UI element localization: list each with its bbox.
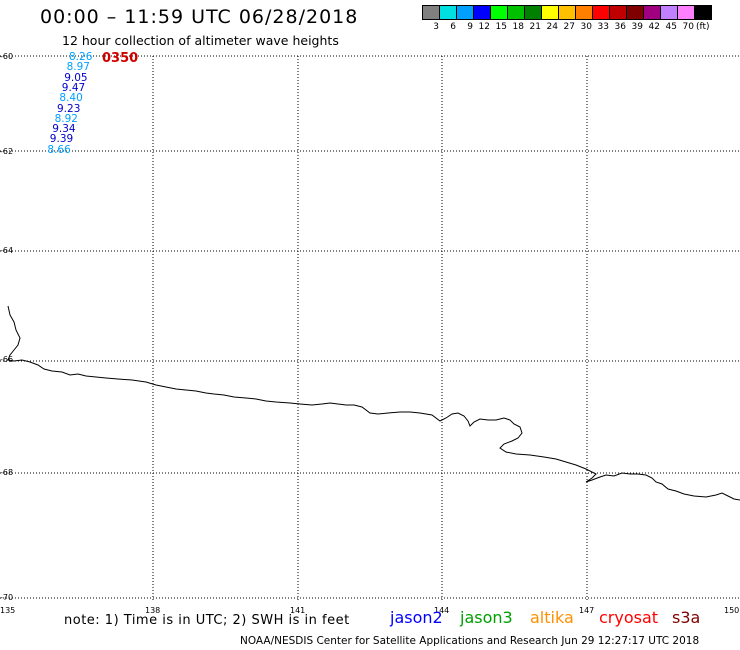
swh-value: 9.23	[57, 102, 81, 115]
latitude-label: -60	[0, 52, 14, 61]
scale-label: 15	[495, 22, 507, 32]
scale-label: 9	[467, 22, 473, 32]
longitude-label: 150	[724, 606, 740, 615]
scale-label: 27	[563, 22, 575, 32]
swh-value: 9.47	[61, 81, 86, 94]
scale-label: 6	[450, 22, 456, 32]
page-subtitle: 12 hour collection of altimeter wave hei…	[62, 33, 339, 48]
grid	[0, 55, 740, 600]
note-text: note: 1) Time is in UTC; 2) SWH is in fe…	[64, 613, 350, 628]
swh-value: 8.97	[66, 61, 90, 74]
scale-label: 70	[682, 22, 694, 32]
color-scale-labels: 3 6 9 12 15 18 21 24 27 30 33 36 39 42 45 70 (ft)	[422, 22, 710, 32]
longitude-label: 138	[145, 606, 161, 615]
swh-value: 8.40	[59, 92, 83, 105]
footer-credit: NOAA/NESDIS Center for Satellite Applica…	[240, 635, 700, 647]
latitude-label: -66	[0, 355, 14, 364]
swh-value: 9.05	[64, 71, 88, 84]
scale-label: 39	[631, 22, 643, 32]
scale-label: 24	[546, 22, 558, 32]
track-id-label: 0350	[102, 51, 139, 66]
scale-label: 33	[597, 22, 609, 32]
swh-value: 9.39	[49, 133, 74, 146]
longitude-label: 147	[579, 606, 595, 615]
swh-value: 8.92	[54, 112, 78, 125]
mission-altika: altika	[530, 608, 574, 627]
scale-label: 30	[580, 22, 592, 32]
scale-label: 36	[614, 22, 626, 32]
longitude-label: 144	[434, 606, 450, 615]
color-scale	[422, 5, 712, 20]
swh-value: 8.66	[47, 143, 71, 156]
scale-label: 12	[478, 22, 490, 32]
mission-cryosat: cryosat	[599, 608, 659, 627]
swh-value: 9.34	[52, 123, 76, 136]
scale-swatch	[694, 5, 712, 20]
scale-label: 42	[648, 22, 660, 32]
latitude-label: -68	[0, 468, 14, 477]
mission-s3a: s3a	[672, 608, 701, 627]
scale-label: 18	[512, 22, 524, 32]
mission-jason2: jason2	[390, 608, 443, 627]
longitude-label: 141	[290, 606, 306, 615]
latitude-label: -62	[0, 147, 14, 156]
mission-jason3: jason3	[460, 608, 513, 627]
swh-value: 8.26	[69, 51, 93, 63]
latitude-label: -70	[0, 593, 14, 602]
coastline-antarctica	[7, 305, 740, 501]
scale-unit: (ft)	[696, 22, 710, 32]
scale-label: 21	[529, 22, 541, 32]
scale-label: 3	[433, 22, 439, 32]
scale-label: 45	[665, 22, 677, 32]
longitude-label: 135	[0, 606, 16, 615]
page-title: 00:00 – 11:59 UTC 06/28/2018	[40, 6, 359, 28]
latitude-label: -64	[0, 246, 14, 255]
